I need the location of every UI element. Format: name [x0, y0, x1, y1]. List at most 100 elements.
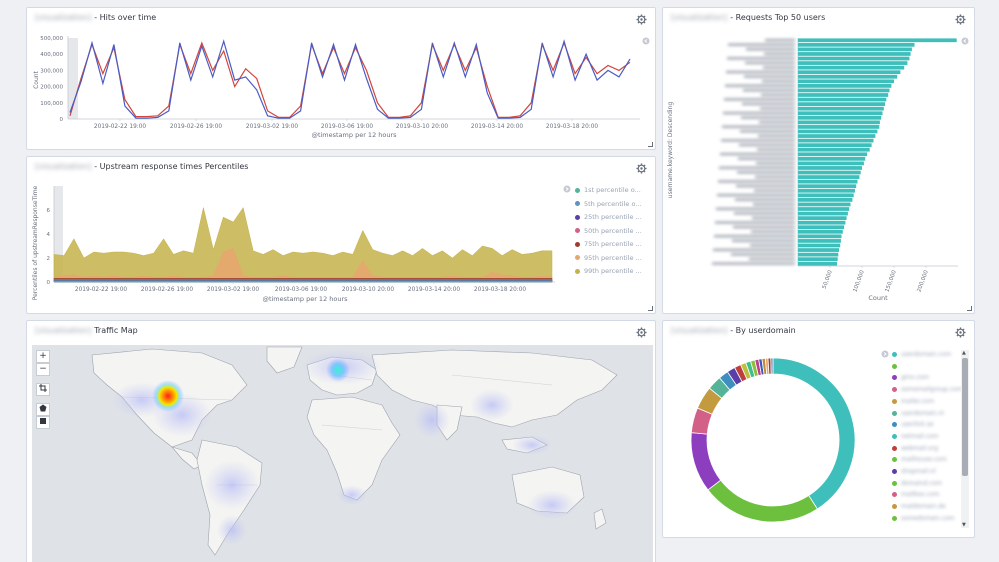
bar[interactable]	[798, 88, 890, 93]
zoom-in-button[interactable]: +	[36, 350, 50, 363]
bar[interactable]	[798, 170, 861, 175]
resize-handle[interactable]	[967, 306, 972, 311]
bar[interactable]	[798, 156, 866, 161]
bar[interactable]	[798, 111, 883, 116]
bar[interactable]	[798, 202, 851, 207]
bar[interactable]	[798, 229, 843, 234]
donut-slice[interactable]	[690, 432, 722, 491]
legend-item[interactable]: netmail.com	[892, 433, 938, 440]
bar[interactable]	[798, 161, 864, 166]
world-map[interactable]	[32, 345, 653, 562]
bar[interactable]	[798, 93, 889, 97]
legend-item[interactable]: 50th percentile ...	[575, 227, 642, 235]
bar[interactable]	[798, 143, 872, 148]
legend-item[interactable]: 5th percentile o...	[575, 200, 642, 208]
bar[interactable]	[798, 166, 862, 170]
bar[interactable]	[798, 134, 876, 138]
bar[interactable]	[798, 125, 880, 129]
bar[interactable]	[798, 252, 839, 257]
bar[interactable]	[798, 84, 892, 88]
bar[interactable]	[798, 179, 858, 184]
area-series[interactable]	[53, 280, 553, 283]
legend-item[interactable]: 99th percentile ...	[575, 267, 642, 275]
legend-toggle-icon[interactable]	[961, 37, 969, 45]
legend-item[interactable]: somedomain.com	[892, 515, 955, 522]
legend-item[interactable]: 75th percentile ...	[575, 240, 642, 248]
bar[interactable]	[798, 225, 845, 230]
bar[interactable]	[798, 74, 898, 79]
legend-item[interactable]: mailbox.com	[892, 491, 939, 498]
legend-scrollbar[interactable]: ▲ ▼	[961, 350, 969, 528]
bar[interactable]	[798, 261, 837, 266]
legend-toggle-icon[interactable]	[642, 37, 650, 45]
draw-rectangle-button[interactable]	[36, 416, 50, 429]
gear-icon[interactable]	[636, 163, 647, 174]
bar[interactable]	[798, 65, 905, 70]
legend-item[interactable]: mailhouse.com	[892, 456, 947, 463]
scrollbar-thumb[interactable]	[962, 358, 968, 476]
bar[interactable]	[798, 211, 848, 216]
bar[interactable]	[798, 152, 868, 157]
scroll-down-arrow[interactable]: ▼	[962, 522, 966, 528]
legend-item[interactable]: shopmail.nl	[892, 468, 936, 475]
donut-slice[interactable]	[772, 357, 856, 510]
legend-item[interactable]: 25th percentile ...	[575, 213, 642, 221]
bar[interactable]	[798, 138, 874, 143]
bar[interactable]	[798, 61, 908, 65]
series-line-blue[interactable]	[69, 39, 631, 119]
bar[interactable]	[798, 102, 885, 106]
bar[interactable]	[798, 38, 957, 43]
bar[interactable]	[798, 193, 854, 198]
legend-item[interactable]	[892, 363, 901, 370]
bar[interactable]	[798, 257, 838, 262]
bar[interactable]	[798, 47, 912, 52]
donut-slice[interactable]	[770, 357, 774, 375]
legend-item[interactable]: domaind.com	[892, 480, 942, 487]
bar[interactable]	[798, 129, 878, 134]
zoom-out-button[interactable]: −	[36, 363, 50, 376]
legend-item[interactable]: webmail.org	[892, 445, 938, 452]
legend-item[interactable]: gmx.com	[892, 374, 929, 381]
gear-icon[interactable]	[636, 327, 647, 338]
bar[interactable]	[798, 79, 894, 84]
bar[interactable]	[798, 184, 857, 189]
resize-handle[interactable]	[648, 142, 653, 147]
legend-item[interactable]: 95th percentile ...	[575, 254, 642, 262]
bar[interactable]	[798, 52, 911, 56]
bar[interactable]	[798, 120, 880, 125]
bar[interactable]	[798, 56, 910, 61]
bar[interactable]	[798, 207, 850, 211]
legend-item[interactable]: userlink.se	[892, 421, 933, 428]
draw-polygon-button[interactable]	[36, 403, 50, 416]
legend-item[interactable]: 1st percentile o...	[575, 186, 641, 194]
bar[interactable]	[798, 188, 855, 193]
bar[interactable]	[798, 243, 841, 248]
bar[interactable]	[798, 248, 839, 252]
legend-toggle-icon[interactable]	[881, 350, 889, 358]
legend-toggle-icon[interactable]	[563, 185, 571, 193]
bar[interactable]	[798, 42, 915, 47]
legend-item[interactable]: maildomain.de	[892, 503, 946, 510]
gear-icon[interactable]	[955, 14, 966, 25]
donut-slice[interactable]	[707, 479, 818, 523]
bar[interactable]	[798, 106, 884, 111]
bar[interactable]	[798, 234, 842, 239]
legend-item[interactable]: userdomain.com	[892, 351, 951, 358]
bar[interactable]	[798, 147, 870, 152]
gear-icon[interactable]	[955, 327, 966, 338]
bar[interactable]	[798, 97, 887, 102]
bar[interactable]	[798, 216, 847, 220]
legend-item[interactable]: userdomain.nl	[892, 410, 944, 417]
bar[interactable]	[798, 175, 860, 179]
gear-icon[interactable]	[636, 14, 647, 25]
bar[interactable]	[798, 70, 901, 75]
bar[interactable]	[798, 115, 882, 120]
area-series[interactable]	[53, 206, 553, 283]
bar[interactable]	[798, 198, 853, 202]
fit-bounds-button[interactable]	[36, 383, 50, 396]
scroll-up-arrow[interactable]: ▲	[962, 350, 966, 356]
bar[interactable]	[798, 239, 841, 243]
legend-item[interactable]: mailer.com	[892, 398, 934, 405]
resize-handle[interactable]	[648, 306, 653, 311]
legend-item[interactable]: somemailgroup.com	[892, 386, 962, 393]
